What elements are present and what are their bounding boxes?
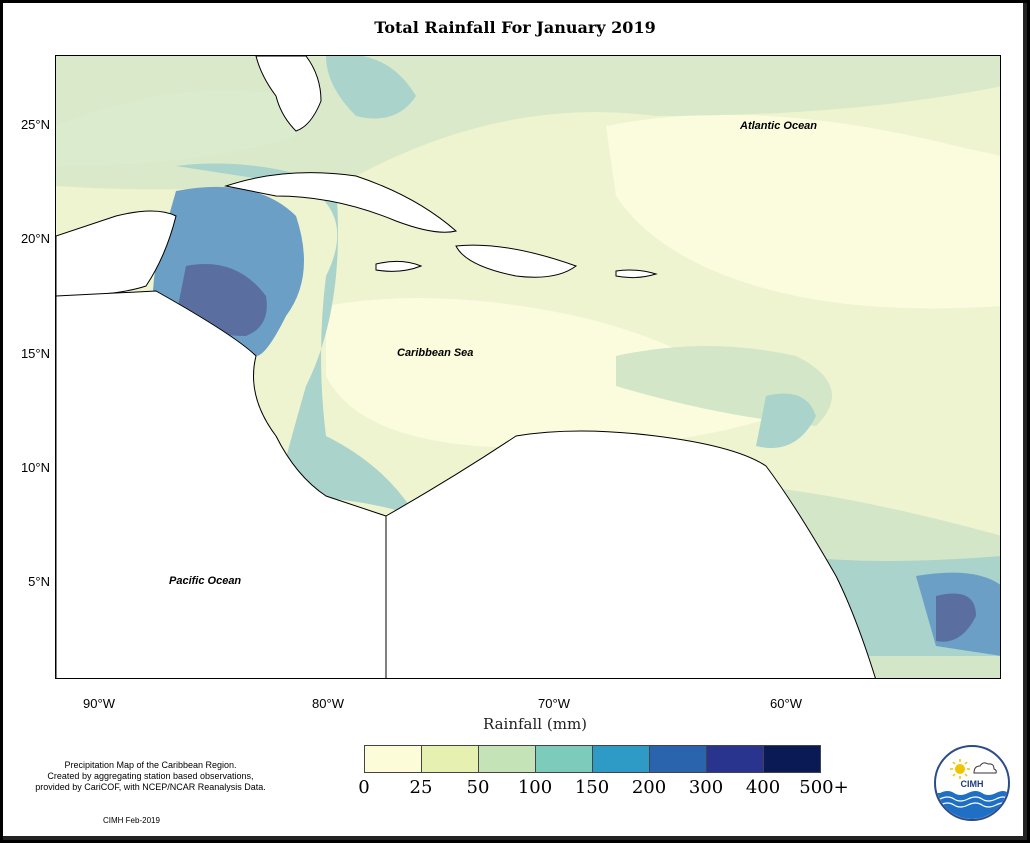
land-cuba [224,172,458,233]
legend-label: 150 [574,777,610,798]
axis-label-rainfall: Rainfall (mm) [482,715,588,733]
legend-label: 0 [358,777,370,798]
ocean-label-atlantic: Atlantic Ocean [740,120,818,132]
lon-label-60w: 60°W [770,696,802,711]
rainfall-zone-teal [326,56,416,119]
legend-label: 200 [631,777,667,798]
lon-label-70w: 70°W [538,696,570,711]
cimh-logo: CIMH [934,745,1010,821]
legend-label: 500+ [799,777,849,798]
ocean-label-caribbean: Caribbean Sea [397,347,474,359]
lat-label-5n: 5°N [28,574,50,589]
land-puerto-rico [615,269,658,279]
land-florida [255,56,322,132]
rainfall-zone-teal [756,393,816,448]
legend-label: 100 [517,777,553,798]
map-description: Precipitation Map of the Caribbean Regio… [8,760,293,793]
legend-swatch-400-500 [764,746,820,772]
lat-label-15n: 15°N [20,346,50,361]
rainfall-zone-teal [176,163,416,516]
map-title: Total Rainfall For January 2019 [374,18,656,37]
legend-label: 25 [409,777,433,798]
rainfall-zone-light [326,298,776,448]
legend-swatch-300-400 [707,746,764,772]
legend-label: 50 [466,777,490,798]
note-line-3: provided by CariCOF, with NCEP/NCAR Rean… [35,782,266,792]
legend-label: 400 [745,777,781,798]
land-central-america [56,290,387,678]
legend-colorbar [364,745,821,773]
sun-icon [950,759,970,779]
logo-text: CIMH [960,779,984,789]
land-jamaica [375,260,423,272]
note-line-1: Precipitation Map of the Caribbean Regio… [64,760,237,770]
land-south-america [385,430,876,678]
rainfall-zone-light [606,114,1000,309]
ocean-label-pacific: Pacific Ocean [169,575,242,587]
land-hispaniola [455,244,578,278]
note-line-2: Created by aggregating station based obs… [47,771,254,781]
legend-label: 300 [688,777,724,798]
lon-label-90w: 90°W [83,696,115,711]
legend-swatch-0-25 [365,746,422,772]
lat-label-10n: 10°N [20,460,50,475]
credit-text: CIMH Feb-2019 [103,816,160,825]
lat-label-20n: 20°N [20,231,50,246]
legend-swatch-200-300 [650,746,707,772]
waves-icon [936,791,1008,819]
lat-label-25n: 25°N [20,117,50,132]
rainfall-zone-dark [936,593,976,642]
legend-swatch-50-100 [479,746,536,772]
legend-swatch-25-50 [422,746,479,772]
cloud-icon [973,762,997,774]
rainfall-map-svg [56,56,1000,678]
legend-swatch-100-150 [536,746,593,772]
rainfall-map [55,55,1001,679]
legend-swatch-150-200 [593,746,650,772]
lon-label-80w: 80°W [312,696,344,711]
